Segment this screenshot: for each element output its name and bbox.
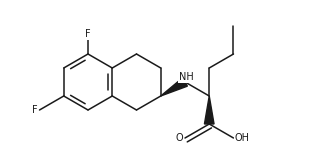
Text: OH: OH [235,133,250,143]
Polygon shape [204,96,214,124]
Text: F: F [85,29,91,39]
Text: NH: NH [179,72,194,82]
Polygon shape [161,78,187,96]
Text: O: O [175,133,183,143]
Text: F: F [32,105,37,115]
